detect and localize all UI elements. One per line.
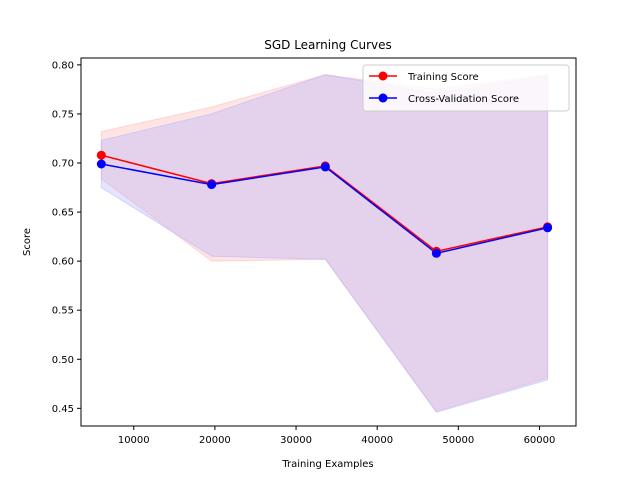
data-point-0-0 [96, 150, 106, 160]
x-tick-label: 40000 [361, 435, 393, 446]
legend-marker-training [378, 71, 388, 81]
y-tick-label: 0.60 [52, 257, 74, 268]
legend: Training Score Cross-Validation Score [362, 64, 570, 112]
y-tick-label: 0.50 [52, 355, 74, 366]
y-tick-label: 0.55 [52, 306, 74, 317]
x-tick-label: 30000 [280, 435, 312, 446]
y-axis-label: Score [22, 228, 33, 256]
x-axis: 10000 20000 30000 40000 50000 60000 [118, 426, 556, 446]
x-tick-label: 20000 [199, 435, 231, 446]
data-point-1-0 [96, 159, 106, 169]
x-tick-label: 50000 [442, 435, 474, 446]
series-points [96, 150, 553, 258]
confidence-band-1 [100, 74, 549, 413]
legend-label-training: Training Score [407, 72, 479, 83]
plot-area-frame [80, 57, 577, 427]
y-tick-label: 0.80 [52, 60, 74, 71]
data-point-1-1 [207, 180, 217, 190]
y-tick-label: 0.65 [52, 208, 74, 219]
data-point-1-2 [320, 162, 330, 172]
y-axis: 0.45 0.50 0.55 0.60 0.65 0.70 0.75 0.80 [52, 60, 81, 415]
data-point-1-4 [543, 223, 553, 233]
x-axis-label: Training Examples [281, 459, 373, 470]
chart-title: SGD Learning Curves [264, 38, 392, 52]
y-tick-label: 0.75 [52, 109, 74, 120]
confidence-bands [100, 74, 549, 413]
y-tick-label: 0.45 [52, 404, 74, 415]
data-point-1-3 [431, 248, 441, 258]
legend-marker-cv [378, 93, 388, 103]
legend-box [362, 64, 570, 112]
x-tick-label: 10000 [118, 435, 150, 446]
x-tick-label: 60000 [524, 435, 556, 446]
legend-label-cv: Cross-Validation Score [408, 94, 519, 105]
y-tick-label: 0.70 [52, 159, 74, 170]
